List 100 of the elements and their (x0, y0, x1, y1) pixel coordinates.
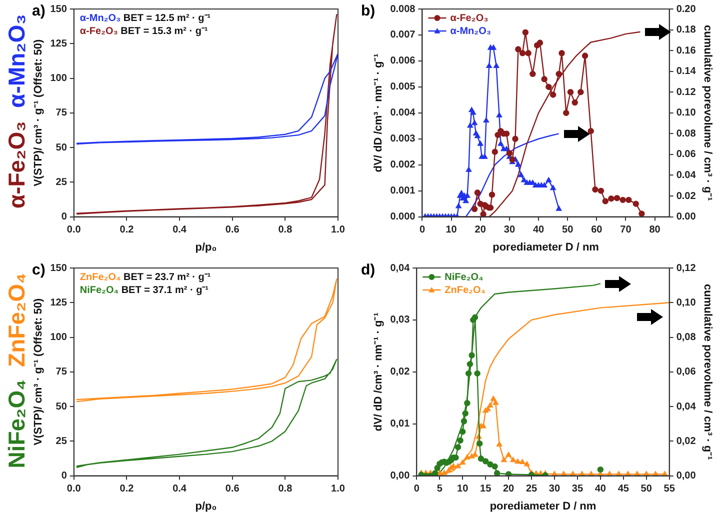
x-tick-label: 40 (594, 484, 606, 495)
x-axis-title: porediameter D / nm (490, 500, 596, 512)
x-axis-title: porediameter D / nm (492, 241, 600, 254)
text: ZnFe₂O₄ (3, 272, 30, 367)
legend-label: α-Fe₂O₃ (450, 12, 489, 24)
y2-tick-label: 0,04 (676, 401, 696, 412)
y2-tick-label: 0,10 (676, 297, 696, 308)
y-tick-label: 75 (56, 108, 68, 119)
x-tick-label: 0.0 (66, 224, 82, 236)
x-tick-label: 35 (572, 484, 584, 495)
y-tick-label: 125 (50, 297, 68, 308)
x-tick-label: 20 (502, 484, 515, 495)
text: ZnFe₂O₄ (80, 272, 121, 283)
y-tick-label: 150 (50, 4, 68, 15)
y2-axis-title: cumulative porevolume / cm³ · g⁻¹ (701, 25, 714, 202)
x-tick-label: 10 (457, 484, 469, 495)
y-tick-label: 0 (61, 470, 68, 482)
x-tick-label: 0.2 (120, 224, 134, 236)
y-tick-label: 0,04 (390, 262, 410, 274)
x-tick-label: 40 (532, 224, 545, 236)
x-tick-label: 0.8 (278, 484, 293, 495)
y2-tick-label: 0.00 (676, 212, 696, 223)
y-tick-label: 125 (50, 38, 68, 50)
y2-tick-label: 0,00 (676, 470, 696, 482)
text: α-Mn₂O₃ (3, 14, 30, 108)
y2-tick-label: 0.20 (676, 4, 696, 15)
x-tick-label: 20 (474, 224, 486, 236)
y2-tick-label: 0,06 (676, 366, 696, 378)
legend-label: ZnFe₂O₄ (444, 284, 486, 296)
text: c) (32, 262, 46, 279)
y2-tick-label: 0.08 (676, 128, 696, 140)
y-tick-label: 0.007 (390, 30, 416, 41)
annotation: BET = 15.3 m² · g⁻¹ (118, 26, 209, 37)
x-tick-label: 0.4 (172, 484, 187, 495)
y-tick-label: 25 (56, 436, 68, 447)
y-tick-label: 0,03 (390, 314, 410, 326)
x-tick-label: 1.0 (331, 224, 346, 236)
y-tick-label: 0.001 (390, 186, 416, 197)
y-axis-title: V(STP)/ cm³ · g⁻¹ (Offset: 50) (32, 298, 45, 446)
y-tick-label: 0.004 (390, 108, 416, 119)
x-tick-label: 30 (548, 484, 560, 495)
y-tick-label: 0.000 (390, 212, 416, 223)
x-tick-label: 5 (436, 484, 443, 495)
x-tick-label: 0.8 (278, 224, 293, 236)
y2-tick-label: 0.04 (676, 170, 696, 181)
annotation: BET = 37.1 m² · g⁻¹ (118, 284, 210, 296)
y-tick-label: 0,02 (390, 366, 410, 378)
y2-tick-label: 0,12 (676, 262, 696, 274)
x-tick-label: 70 (620, 224, 632, 236)
x-tick-label: 80 (649, 224, 661, 236)
text: d) (361, 262, 376, 279)
x-tick-label: 0.6 (225, 224, 240, 236)
annotation: BET = 12.5 m² · g⁻¹ (120, 12, 212, 24)
y2-tick-label: 0.14 (676, 66, 696, 78)
y2-tick-label: 0.18 (676, 24, 696, 36)
x-tick-label: 50 (562, 224, 574, 236)
legend-label: α-Mn₂O₃ (450, 26, 492, 37)
y2-tick-label: 0,02 (676, 436, 696, 447)
x-tick-label: 60 (591, 224, 603, 236)
y2-tick-label: 0.12 (676, 86, 696, 98)
text: NiFe₂O₄ (80, 284, 119, 296)
text: NiFe₂O₄ (3, 379, 30, 468)
x-tick-label: 50 (640, 484, 652, 495)
text: b) (361, 2, 376, 20)
legend-label: NiFe₂O₄ (444, 272, 484, 283)
y-tick-label: 0 (61, 212, 68, 223)
text: a) (32, 2, 46, 20)
text: α-Fe₂O₃ (80, 26, 118, 37)
y-tick-label: 25 (56, 176, 68, 188)
y-axis-title: dV/ dD /cm³ · nm⁻¹ · g⁻¹ (372, 312, 385, 432)
y-tick-label: 50 (56, 401, 68, 412)
y-tick-label: 100 (50, 332, 68, 344)
x-tick-label: 0 (419, 224, 426, 236)
y-axis-title: dV/ dD /cm³ · nm⁻¹ · g⁻¹ (372, 53, 385, 172)
y-tick-label: 100 (50, 73, 68, 84)
x-tick-label: 25 (526, 484, 538, 495)
x-axis-title: p/p₀ (195, 500, 217, 512)
x-tick-label: 30 (504, 224, 516, 236)
y2-tick-label: 0.06 (676, 149, 696, 160)
x-axis-title: p/p₀ (195, 241, 217, 254)
x-tick-label: 45 (618, 484, 630, 495)
x-tick-label: 15 (480, 484, 492, 495)
y-tick-label: 75 (56, 366, 68, 378)
x-tick-label: 10 (446, 224, 458, 236)
y2-tick-label: 0.10 (676, 108, 696, 119)
y-tick-label: 0.006 (390, 56, 416, 67)
text: α-Fe₂O₃ (3, 121, 30, 209)
x-tick-label: 55 (664, 484, 676, 495)
y-tick-label: 0.008 (390, 4, 416, 15)
y-tick-label: 0.005 (390, 82, 416, 93)
x-tick-label: 0.0 (66, 484, 82, 495)
y2-tick-label: 0.02 (676, 190, 696, 202)
y2-axis-title: cumulative porevolume / cm³ · g⁻¹ (701, 284, 714, 460)
y-tick-label: 0.002 (390, 160, 416, 171)
y2-tick-label: 0,08 (676, 332, 696, 344)
x-tick-label: 0.6 (225, 484, 240, 495)
x-tick-label: 1.0 (331, 484, 346, 495)
y-tick-label: 0,00 (390, 470, 410, 482)
y2-tick-label: 0.16 (676, 45, 696, 56)
y-tick-label: 0.003 (390, 134, 416, 145)
